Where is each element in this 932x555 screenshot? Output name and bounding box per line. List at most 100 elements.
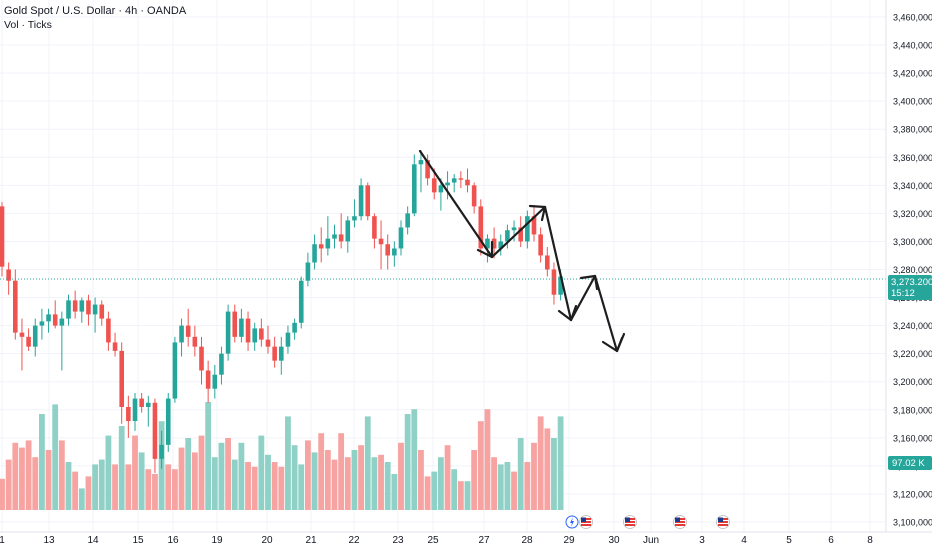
candle-body (245, 318, 251, 343)
candle-body (511, 227, 517, 231)
volume-bar (418, 450, 424, 510)
candle-body (471, 185, 477, 207)
symbol-title[interactable]: Gold Spot / U.S. Dollar · 4h · OANDA (4, 5, 187, 17)
volume-bar (258, 435, 265, 510)
volume-bar (324, 450, 331, 510)
x-tick-label: 27 (478, 535, 490, 546)
candle-body (425, 160, 430, 179)
arrow-segment-down-2[interactable] (543, 205, 573, 322)
volume-bar (484, 409, 491, 510)
candle-body (491, 238, 497, 249)
x-tick-label: 6 (828, 535, 834, 546)
volume-bar (471, 450, 478, 510)
volume-bar (178, 447, 185, 510)
candle-body (385, 244, 390, 256)
candle-body (106, 318, 111, 343)
volume-bar (145, 469, 152, 510)
us-flag-event-icon[interactable] (579, 515, 593, 529)
volume-bar (25, 440, 32, 510)
volume-bar (105, 435, 112, 510)
candle-body (132, 398, 138, 421)
candle-body (265, 339, 271, 347)
volume-bar (557, 416, 564, 510)
volume-bar (118, 426, 125, 510)
x-tick-label: 13 (43, 535, 55, 546)
arrow-segment-down-3[interactable] (593, 274, 619, 353)
candle-body (478, 206, 484, 249)
candle-body (372, 216, 377, 239)
candle-body (545, 255, 550, 270)
volume-bar (98, 459, 105, 510)
volume-bar (384, 462, 391, 510)
x-tick-label: 15 (132, 535, 144, 546)
arrow-segment-up-3[interactable] (615, 332, 626, 353)
y-tick-label: 3,400,000 (893, 97, 932, 107)
price-tag-countdown: 15:12 (891, 288, 915, 299)
time-axis[interactable]: 1 13 14 15 16 19 20 21 22 23 25 27 28 29 30 Jun 3 4 5 6 8 (0, 531, 932, 546)
candle-body (219, 353, 224, 375)
volume-indicator-label[interactable]: Vol · Ticks (4, 19, 52, 31)
arrow-segment-down-1[interactable] (418, 149, 494, 259)
volume-bar (32, 457, 39, 510)
x-tick-label: 14 (87, 535, 99, 546)
candle-body (298, 280, 304, 323)
drawing-arrows[interactable] (418, 149, 626, 353)
y-tick-label: 3,100,000 (893, 518, 932, 528)
candle-body (365, 185, 371, 217)
volume-bar (278, 466, 285, 510)
volume-bar (298, 464, 305, 510)
candle-body (558, 276, 563, 295)
chart-legend[interactable]: Gold Spot / U.S. Dollar · 4h · OANDA Vol… (4, 4, 186, 32)
candle-body (152, 402, 158, 459)
candle-body (305, 262, 311, 281)
volume-bar (0, 478, 5, 510)
arrow-segment-up-1[interactable] (490, 205, 547, 259)
candle-body (26, 336, 31, 347)
volume-bar (311, 452, 318, 510)
x-tick-label: 28 (521, 535, 533, 546)
price-tags: 3,273.200 15:12 97.02 K (888, 275, 932, 470)
volume-bar (491, 457, 497, 510)
volume-bar (112, 464, 118, 510)
volume-bar (231, 459, 238, 510)
candle-body (92, 304, 98, 315)
volume-bar (185, 438, 192, 510)
x-tick-label: 5 (786, 535, 792, 546)
us-flag-event-icon[interactable] (673, 515, 687, 529)
volume-bar (58, 440, 65, 510)
volume-bar (245, 462, 251, 510)
y-tick-label: 3,240,000 (893, 321, 932, 331)
y-tick-label: 3,420,000 (893, 69, 932, 79)
candle-body (538, 234, 543, 256)
candle-body (225, 311, 231, 354)
volume-bar (378, 454, 384, 510)
candle-body (279, 346, 284, 361)
candle-body (458, 178, 464, 180)
candle-body (205, 370, 211, 389)
candle-body (59, 318, 65, 326)
volume-bar (517, 438, 524, 510)
earnings-event-icon[interactable] (565, 515, 579, 529)
event-markers[interactable] (565, 515, 730, 529)
us-flag-event-icon[interactable] (623, 515, 637, 529)
arrow-segment-up-2[interactable] (569, 274, 597, 322)
candle-body (525, 216, 530, 242)
candle-body (445, 182, 450, 186)
x-tick-label: 29 (563, 535, 575, 546)
candle-body (505, 230, 510, 242)
volume-bar (285, 416, 291, 510)
candle-body (66, 300, 71, 319)
candle-body (86, 300, 91, 315)
volume-bars (0, 402, 564, 510)
volume-bar (52, 404, 59, 510)
candle-body (192, 336, 198, 347)
candle-body (146, 402, 151, 407)
price-axis[interactable]: 3,460,000 3,440,000 3,420,000 3,400,000 3,38… (885, 0, 932, 532)
volume-bar (404, 414, 411, 510)
volume-bar (457, 481, 464, 510)
candle-body (259, 328, 264, 340)
candle-body (0, 206, 5, 267)
us-flag-event-icon[interactable] (716, 515, 730, 529)
